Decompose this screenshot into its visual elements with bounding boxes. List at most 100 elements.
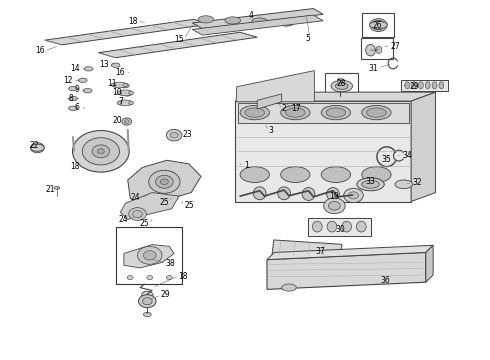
Polygon shape	[192, 9, 323, 29]
Ellipse shape	[342, 221, 351, 232]
Ellipse shape	[123, 92, 132, 96]
Ellipse shape	[367, 108, 386, 117]
Ellipse shape	[281, 105, 310, 120]
Ellipse shape	[432, 82, 437, 89]
Circle shape	[160, 179, 168, 185]
Circle shape	[82, 138, 120, 165]
Ellipse shape	[278, 187, 291, 200]
Ellipse shape	[412, 82, 416, 89]
Bar	[308, 218, 371, 235]
Text: 17: 17	[291, 104, 300, 113]
Circle shape	[324, 198, 345, 214]
Ellipse shape	[54, 186, 60, 189]
Text: 33: 33	[366, 177, 375, 186]
Text: 24: 24	[130, 193, 140, 202]
Text: 16: 16	[116, 68, 125, 77]
Ellipse shape	[321, 167, 350, 183]
Circle shape	[166, 130, 182, 141]
Text: 18: 18	[128, 17, 138, 26]
Ellipse shape	[282, 284, 296, 291]
Ellipse shape	[327, 188, 339, 201]
Text: 3: 3	[269, 126, 273, 135]
Ellipse shape	[302, 188, 315, 201]
Circle shape	[142, 291, 153, 300]
Text: 12: 12	[64, 76, 73, 85]
Text: 28: 28	[337, 80, 346, 89]
Circle shape	[348, 192, 358, 199]
Text: 34: 34	[402, 151, 412, 160]
Text: 18: 18	[71, 162, 80, 171]
Bar	[362, 13, 394, 37]
Text: 4: 4	[248, 10, 253, 19]
Text: 18: 18	[178, 271, 188, 280]
Ellipse shape	[112, 82, 127, 88]
Ellipse shape	[252, 18, 268, 25]
Polygon shape	[98, 32, 257, 58]
Polygon shape	[267, 252, 426, 289]
Ellipse shape	[331, 80, 352, 92]
Polygon shape	[45, 19, 211, 45]
Ellipse shape	[144, 312, 151, 317]
Text: 14: 14	[70, 64, 80, 73]
Circle shape	[170, 132, 178, 138]
Ellipse shape	[362, 105, 391, 120]
Circle shape	[129, 91, 134, 95]
Text: 16: 16	[35, 46, 45, 55]
Ellipse shape	[69, 106, 77, 111]
Ellipse shape	[198, 16, 214, 23]
Circle shape	[133, 211, 143, 218]
Ellipse shape	[69, 96, 77, 101]
Text: 37: 37	[316, 247, 325, 256]
Polygon shape	[238, 103, 409, 123]
Text: 32: 32	[412, 178, 422, 187]
Circle shape	[329, 202, 340, 210]
Ellipse shape	[78, 78, 87, 82]
Text: 31: 31	[369, 64, 378, 73]
Ellipse shape	[279, 19, 294, 26]
Ellipse shape	[336, 95, 344, 99]
Polygon shape	[121, 193, 179, 220]
Text: 15: 15	[174, 35, 184, 44]
Circle shape	[127, 275, 133, 280]
Ellipse shape	[418, 82, 423, 89]
Circle shape	[166, 275, 172, 280]
Circle shape	[369, 19, 387, 32]
Polygon shape	[128, 160, 201, 207]
Circle shape	[143, 298, 152, 305]
Circle shape	[111, 83, 116, 87]
Text: 38: 38	[166, 259, 175, 268]
Bar	[272, 240, 342, 260]
Circle shape	[129, 101, 134, 105]
Ellipse shape	[240, 105, 270, 120]
Polygon shape	[236, 71, 315, 102]
Polygon shape	[124, 244, 174, 268]
Text: 21: 21	[46, 185, 55, 194]
Ellipse shape	[240, 167, 270, 183]
Circle shape	[98, 149, 104, 154]
Ellipse shape	[286, 108, 305, 117]
Ellipse shape	[369, 22, 387, 29]
Text: 30: 30	[335, 225, 345, 234]
Circle shape	[129, 208, 147, 221]
Ellipse shape	[83, 89, 92, 93]
Bar	[325, 73, 358, 99]
Text: 11: 11	[107, 80, 117, 89]
Ellipse shape	[425, 82, 430, 89]
Bar	[361, 38, 393, 59]
Text: 20: 20	[112, 116, 122, 125]
Circle shape	[139, 295, 156, 308]
Ellipse shape	[225, 17, 241, 24]
Polygon shape	[411, 92, 436, 202]
Text: 22: 22	[29, 141, 39, 150]
Ellipse shape	[118, 100, 133, 106]
Circle shape	[138, 246, 162, 264]
Ellipse shape	[395, 180, 413, 189]
Ellipse shape	[253, 187, 266, 200]
Text: 5: 5	[305, 34, 310, 43]
Text: 25: 25	[160, 198, 169, 207]
Circle shape	[122, 118, 132, 125]
Polygon shape	[267, 245, 433, 260]
Text: 8: 8	[68, 94, 73, 103]
Ellipse shape	[366, 44, 375, 56]
Text: 6: 6	[75, 103, 80, 112]
